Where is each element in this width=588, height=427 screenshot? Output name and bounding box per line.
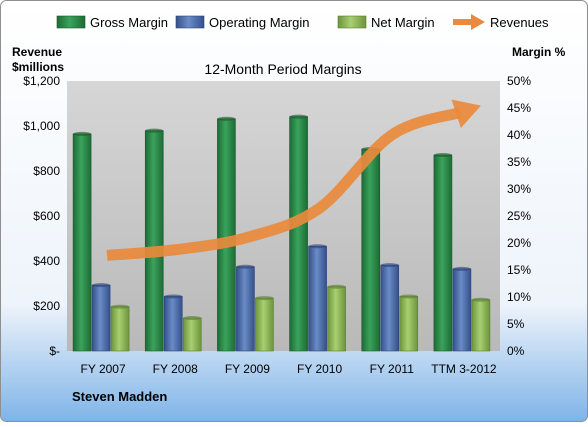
bar-top-net-margin xyxy=(399,294,418,299)
bar-net-margin xyxy=(471,299,491,352)
bar-top-gross-margin xyxy=(217,116,236,121)
bar-top-gross-margin xyxy=(289,114,308,119)
legend-label: Revenues xyxy=(490,15,549,30)
bar-operating-margin xyxy=(163,296,183,352)
chart-title: 12-Month Period Margins xyxy=(204,61,361,77)
bar-net-margin xyxy=(327,286,346,352)
bar-top-operating-margin xyxy=(380,263,399,268)
revenue-series xyxy=(106,99,481,261)
right-axis-label: Margin % xyxy=(512,45,566,59)
plot-area xyxy=(67,81,500,351)
left-tick-label: $400 xyxy=(33,254,60,268)
legend-label: Operating Margin xyxy=(209,15,309,30)
company-name: Steven Madden xyxy=(72,389,167,404)
bar-operating-margin xyxy=(380,264,400,352)
right-axis-ticks: 0% 5% 10% 15% 20% 25% 30% 35% 40% 45% 50% xyxy=(507,74,531,358)
left-axis-label-line2: $millions xyxy=(12,60,64,74)
category-label: FY 2010 xyxy=(297,362,342,376)
right-tick-label: 5% xyxy=(507,317,525,331)
right-tick-label: 35% xyxy=(507,155,531,169)
legend-label: Net Margin xyxy=(371,15,435,30)
bar-top-net-margin xyxy=(183,316,202,321)
bar-top-gross-margin xyxy=(73,131,92,136)
revenue-line xyxy=(106,107,462,261)
bar-top-operating-margin xyxy=(236,264,255,269)
bar-operating-margin xyxy=(308,245,327,352)
right-tick-label: 20% xyxy=(507,236,531,250)
left-axis-ticks: $- $200 $400 $600 $800 $1,000 $1,200 xyxy=(23,74,60,358)
category-labels: FY 2007 FY 2008 FY 2009 FY 2010 FY 2011 TTM 3… xyxy=(81,362,497,376)
category-label: TTM 3-2012 xyxy=(431,362,497,376)
right-tick-label: 0% xyxy=(507,344,525,358)
bar-top-net-margin xyxy=(255,296,274,301)
left-tick-label: $800 xyxy=(33,164,60,178)
bar-top-operating-margin xyxy=(92,283,111,288)
bar-net-margin xyxy=(399,296,419,352)
revenue-arrowhead xyxy=(451,99,481,128)
bar-net-margin xyxy=(182,317,202,352)
bar-top-gross-margin xyxy=(145,128,164,133)
category-label: FY 2008 xyxy=(153,362,198,376)
left-axis-label-line1: Revenue xyxy=(12,45,62,59)
right-tick-label: 40% xyxy=(507,128,531,142)
right-tick-label: 30% xyxy=(507,182,531,196)
bar-operating-margin xyxy=(91,284,111,352)
bar-top-gross-margin xyxy=(433,152,452,157)
left-tick-label: $1,200 xyxy=(23,74,60,88)
right-tick-label: 50% xyxy=(507,74,531,88)
category-label: FY 2011 xyxy=(370,362,415,376)
legend: Gross Margin Operating Margin Net Margin Re… xyxy=(56,14,549,30)
right-tick-label: 45% xyxy=(507,101,531,115)
bar-gross-margin xyxy=(289,116,308,352)
bar-gross-margin xyxy=(144,130,164,352)
bar-top-operating-margin xyxy=(452,266,471,271)
bar-top-net-margin xyxy=(111,304,130,309)
bar-net-margin xyxy=(255,297,274,352)
right-tick-label: 25% xyxy=(507,209,531,223)
bar-gross-margin xyxy=(361,148,381,352)
bar-operating-margin xyxy=(452,268,472,352)
bar-gross-margin xyxy=(217,118,236,352)
legend-label: Gross Margin xyxy=(90,15,168,30)
bar-gross-margin xyxy=(72,133,92,352)
bars xyxy=(72,114,491,352)
bar-top-operating-margin xyxy=(308,244,327,249)
legend-swatch-net-margin xyxy=(337,15,367,29)
right-tick-label: 15% xyxy=(507,263,531,277)
left-tick-label: $- xyxy=(49,344,60,358)
category-label: FY 2009 xyxy=(225,362,270,376)
bar-operating-margin xyxy=(236,266,255,352)
right-tick-label: 10% xyxy=(507,290,531,304)
bar-gross-margin xyxy=(433,154,453,352)
bar-top-net-margin xyxy=(327,284,346,289)
legend-swatch-gross-margin xyxy=(56,15,86,29)
left-tick-label: $200 xyxy=(33,299,60,313)
left-tick-label: $600 xyxy=(33,209,60,223)
left-tick-label: $1,000 xyxy=(23,119,60,133)
bar-top-operating-margin xyxy=(164,294,183,299)
legend-swatch-operating-margin xyxy=(175,15,205,29)
legend-arrow-revenues xyxy=(471,14,485,30)
bar-top-net-margin xyxy=(471,297,490,302)
category-label: FY 2007 xyxy=(81,362,126,376)
bar-net-margin xyxy=(110,306,130,352)
